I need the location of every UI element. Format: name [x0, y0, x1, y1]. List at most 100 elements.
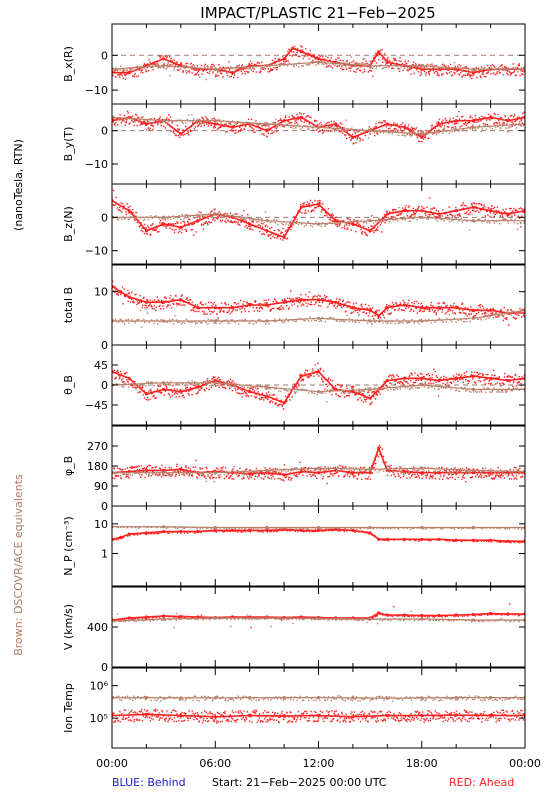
data-point: [385, 212, 389, 216]
series-samples: [112, 280, 525, 326]
series-samples: [112, 362, 525, 410]
data-point: [213, 381, 217, 385]
series-ahead: [112, 189, 525, 241]
y-tick-label: −10: [85, 84, 108, 97]
footer-behind: BLUE: Behind: [112, 776, 186, 789]
series-equivalent: [112, 308, 525, 328]
y-axis-label: N_P (cm⁻³): [62, 516, 75, 575]
series-equivalent: [112, 466, 525, 483]
data-point: [489, 308, 493, 312]
y-tick-label: 0: [101, 49, 108, 62]
y-tick-label: 90: [94, 480, 108, 493]
series-samples: [112, 380, 525, 403]
chart-title: IMPACT/PLASTIC 21−Feb−2025: [200, 4, 435, 22]
side-label-units: (nanoTesla, RTN): [12, 139, 25, 231]
x-tick-label: 12:00: [303, 757, 335, 770]
plot-area-8: [112, 695, 525, 724]
y-tick-label: 0: [101, 500, 108, 513]
data-point: [437, 122, 441, 126]
data-point: [230, 125, 235, 129]
panel-0: −10 0 B_x(R): [62, 23, 526, 105]
y-axis-label: Ion Temp: [62, 683, 75, 733]
panel-3: 0 10 total B: [62, 264, 526, 352]
y-axis-label: B_x(R): [62, 46, 75, 82]
plot-area-6: [112, 525, 525, 544]
series-equivalent: [112, 695, 525, 702]
series-samples: [112, 708, 525, 724]
data-point: [437, 212, 441, 216]
panel-6: 1 10 N_P (cm⁻³): [62, 505, 526, 587]
series-ahead: [112, 362, 525, 410]
data-point: [265, 229, 269, 233]
x-tick-label: 00:00: [509, 757, 541, 770]
plot-area-2: [112, 189, 525, 241]
data-point: [377, 50, 381, 54]
panel-4: −45 0 45 θ_B: [62, 344, 526, 426]
x-tick-label: 06:00: [199, 757, 231, 770]
y-tick-label: 10: [94, 518, 108, 531]
series-samples: [112, 189, 525, 241]
series-ahead: [112, 708, 525, 724]
data-point: [213, 715, 217, 719]
panel-1: −10 0 B_y(T): [62, 103, 526, 185]
data-point: [282, 57, 286, 61]
data-point: [299, 50, 303, 54]
data-point: [334, 122, 338, 126]
y-axis-label: φ_B: [62, 456, 75, 476]
plot-area-4: [112, 362, 525, 410]
series-samples: [113, 528, 525, 544]
plot-area-7: [112, 603, 525, 629]
series-samples: [112, 110, 525, 145]
data-point: [420, 696, 424, 700]
series-samples: [112, 610, 525, 629]
data-point: [144, 229, 148, 233]
y-tick-label: 0: [101, 379, 108, 392]
data-point: [402, 125, 407, 129]
y-tick-label: 400: [87, 621, 108, 634]
series-samples: [112, 466, 525, 483]
plot-area-1: [112, 110, 525, 145]
panel-8: 10⁵ 10⁶ Ion Temp: [62, 667, 526, 749]
y-tick-label: 0: [101, 125, 108, 138]
data-point: [402, 470, 407, 474]
data-point: [213, 122, 217, 126]
series-samples: [113, 206, 525, 231]
series-samples: [113, 113, 525, 139]
series-samples: [112, 444, 525, 485]
data-point: [420, 215, 424, 219]
data-point: [489, 376, 493, 380]
data-point: [351, 715, 355, 719]
y-tick-label: 0: [101, 211, 108, 224]
y-axis-label: V (km/s): [62, 604, 75, 650]
panel-frame: [111, 667, 526, 749]
series-ahead: [112, 527, 525, 544]
y-tick-label: 10⁵: [90, 712, 108, 725]
panel-frame: [111, 425, 526, 507]
footer-start: Start: 21−Feb−2025 00:00 UTC: [212, 776, 387, 789]
data-point: [420, 64, 424, 68]
series-equivalent: [112, 206, 525, 231]
data-point: [282, 235, 286, 239]
series-equivalent: [112, 113, 525, 139]
y-tick-label: −10: [85, 245, 108, 258]
series-ahead: [112, 603, 525, 629]
y-axis-label: B_z(N): [62, 206, 75, 242]
data-point: [377, 446, 381, 450]
data-point: [316, 60, 321, 64]
y-axis-label: θ_B: [62, 375, 75, 395]
data-point: [144, 712, 148, 717]
panel-2: −10 0 B_z(N): [62, 183, 526, 265]
x-tick-label: 00:00: [96, 757, 128, 770]
y-tick-label: 45: [94, 359, 108, 372]
panel-7: 0 400 V (km/s): [62, 586, 526, 674]
data-point: [351, 696, 355, 700]
series-ahead: [112, 444, 525, 485]
data-point: [454, 119, 458, 123]
data-point: [489, 209, 493, 213]
data-point: [368, 471, 372, 475]
series-samples: [112, 695, 525, 702]
data-point: [144, 300, 148, 304]
data-point: [454, 696, 458, 700]
